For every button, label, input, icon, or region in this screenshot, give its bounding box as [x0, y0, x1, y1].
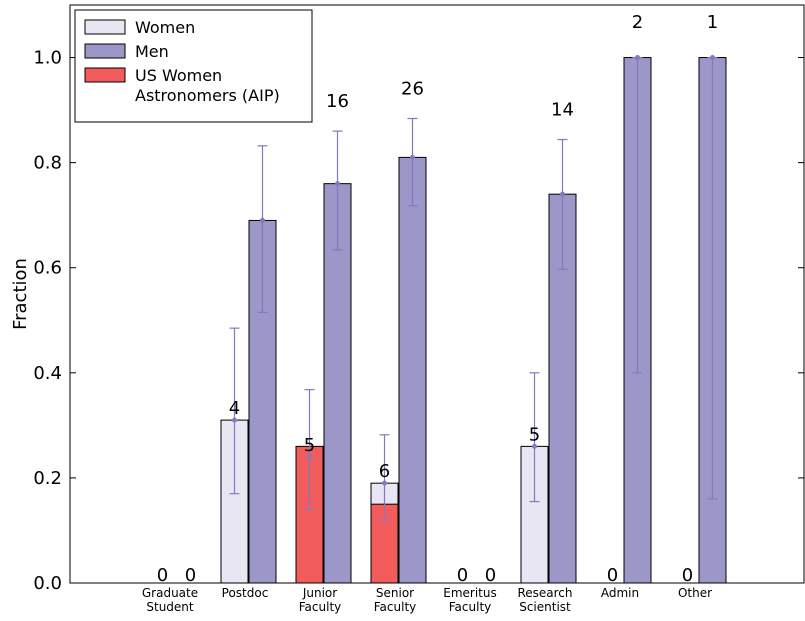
y-tick-label: 0.0	[33, 573, 62, 594]
x-tick-label: Junior Faculty	[299, 586, 342, 614]
error-point	[710, 55, 715, 61]
error-point	[635, 55, 640, 61]
error-point	[260, 217, 265, 223]
y-tick-label: 0.8	[33, 153, 62, 174]
legend-swatch	[84, 43, 126, 59]
count-label: 2	[632, 12, 643, 33]
x-tick-label: Graduate Student	[142, 586, 198, 614]
count-label: 6	[379, 461, 390, 482]
y-axis-label: Fraction	[10, 258, 31, 330]
legend-label: US Women Astronomers (AIP)	[135, 66, 280, 105]
x-tick-label: Emeritus Faculty	[443, 586, 496, 614]
count-label: 0	[682, 565, 693, 586]
count-label: 0	[607, 565, 618, 586]
count-label: 1	[707, 12, 718, 33]
count-label: 14	[551, 100, 574, 121]
plot-frame	[69, 4, 805, 584]
count-label: 0	[457, 565, 468, 586]
x-tick-label: Other	[678, 586, 712, 600]
x-tick-label: Admin	[601, 586, 639, 600]
x-tick-label: Research Scientist	[517, 586, 572, 614]
bar	[398, 156, 427, 584]
legend-label: Women	[135, 18, 195, 37]
count-label: 5	[529, 424, 540, 445]
y-tick-label: 0.6	[33, 258, 62, 279]
error-point	[335, 181, 340, 187]
y-tick-label: 0.2	[33, 468, 62, 489]
legend-label: Men	[135, 42, 169, 61]
x-tick-label: Senior Faculty	[374, 586, 417, 614]
count-label: 4	[229, 398, 240, 419]
count-label: 0	[485, 565, 496, 586]
y-tick-label: 1.0	[33, 48, 62, 69]
y-tick-label: 0.4	[33, 363, 62, 384]
count-label: 0	[185, 565, 196, 586]
count-label: 26	[401, 78, 424, 99]
error-point	[532, 443, 537, 449]
count-label: 5	[304, 435, 315, 456]
error-point	[382, 480, 387, 486]
error-point	[232, 417, 237, 423]
count-label: 16	[326, 91, 349, 112]
error-point	[307, 454, 312, 460]
error-point	[560, 191, 565, 197]
count-label: 0	[157, 565, 168, 586]
bar	[370, 503, 399, 584]
legend-swatch	[84, 67, 126, 83]
error-point	[410, 154, 415, 160]
legend-swatch	[84, 19, 126, 35]
x-tick-label: Postdoc	[222, 586, 269, 600]
